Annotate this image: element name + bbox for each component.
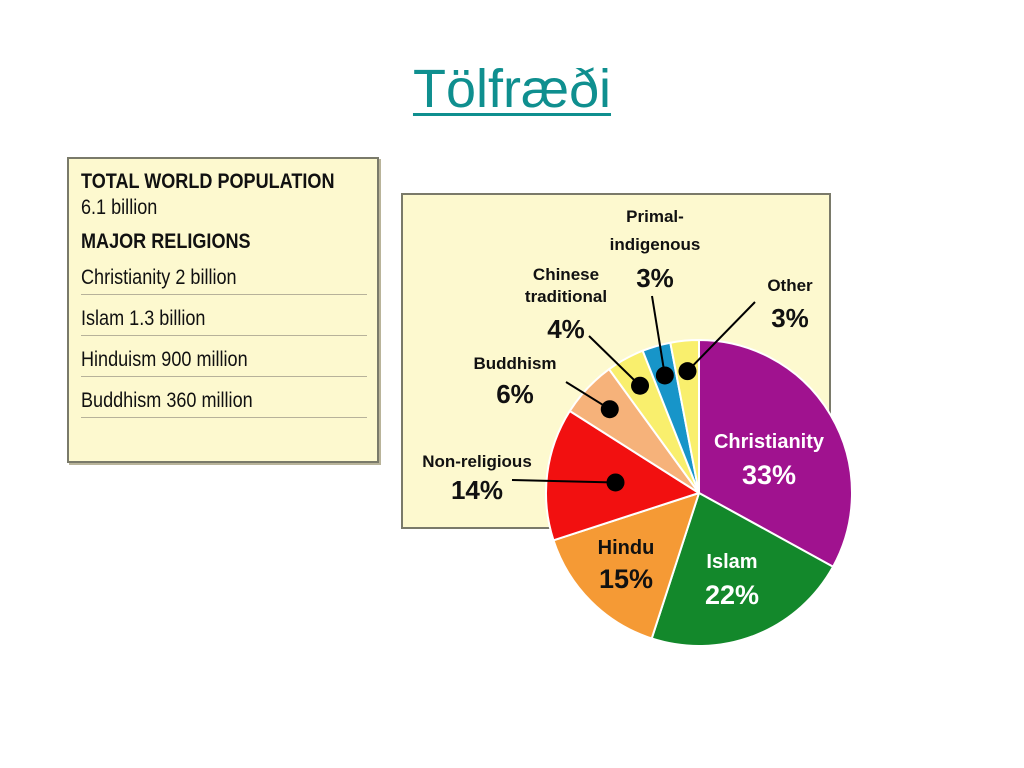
religion-row-text: Hinduism 900 million — [81, 348, 248, 371]
label-islam-value: 22% — [705, 580, 759, 610]
pie-slice-non-religious — [545, 410, 700, 542]
total-population-value: 6.1 billion — [81, 196, 158, 219]
pie-slices — [545, 339, 853, 647]
label-chinese-name-line2: traditional — [525, 287, 607, 306]
callout-dot-non-religious — [606, 473, 625, 492]
label-hindu-value: 15% — [599, 564, 653, 594]
callout-line-chinese-traditional — [588, 335, 641, 387]
pie-callouts — [511, 295, 756, 492]
pie-slice-islam — [650, 492, 835, 647]
religion-list: Christianity 2 billion Islam 1.3 billion… — [81, 257, 367, 418]
label-buddhism-value: 6% — [496, 379, 534, 409]
major-religions-heading: MAJOR RELIGIONS — [81, 230, 251, 253]
callout-dot-buddhism — [600, 400, 619, 419]
slide-title: Tölfræði — [0, 58, 1024, 120]
callout-line-primal-indigenous — [651, 295, 666, 376]
label-other-value: 3% — [771, 303, 809, 333]
label-islam-name: Islam — [706, 551, 757, 573]
callout-line-other — [686, 301, 756, 372]
callout-dot-chinese-traditional — [631, 376, 650, 395]
religion-row-christianity: Christianity 2 billion — [81, 257, 367, 295]
slide-title-text: Tölfræði — [412, 59, 612, 119]
religion-row-buddhism: Buddhism 360 million — [81, 377, 367, 418]
label-primal-name-line1: Primal- — [626, 207, 684, 226]
label-nonreligious-value: 14% — [451, 475, 503, 505]
total-population-heading: TOTAL WORLD POPULATION — [81, 170, 335, 193]
callout-dot-primal-indigenous — [655, 366, 674, 385]
label-other-name: Other — [767, 276, 813, 295]
religion-row-text: Buddhism 360 million — [81, 389, 253, 412]
label-chinese-name-line1: Chinese — [533, 265, 599, 284]
label-buddhism-name: Buddhism — [473, 354, 556, 373]
label-nonreligious-name: Non-religious — [422, 452, 532, 471]
religion-row-text: Islam 1.3 billion — [81, 307, 206, 330]
religion-row-islam: Islam 1.3 billion — [81, 295, 367, 336]
callout-line-non-religious — [511, 479, 616, 484]
label-chinese-value: 4% — [547, 314, 585, 344]
label-primal-name-line2: indigenous — [610, 235, 701, 254]
label-hindu-name: Hindu — [598, 537, 655, 559]
label-christianity-name: Christianity — [714, 431, 825, 453]
label-primal-value: 3% — [636, 263, 674, 293]
label-christianity-value: 33% — [742, 460, 796, 490]
religion-row-hinduism: Hinduism 900 million — [81, 336, 367, 377]
religion-row-text: Christianity 2 billion — [81, 266, 237, 289]
pie-slice-christianity — [698, 339, 853, 568]
callout-dot-other — [678, 362, 697, 381]
population-info-box: TOTAL WORLD POPULATION 6.1 billion MAJOR… — [67, 157, 379, 463]
